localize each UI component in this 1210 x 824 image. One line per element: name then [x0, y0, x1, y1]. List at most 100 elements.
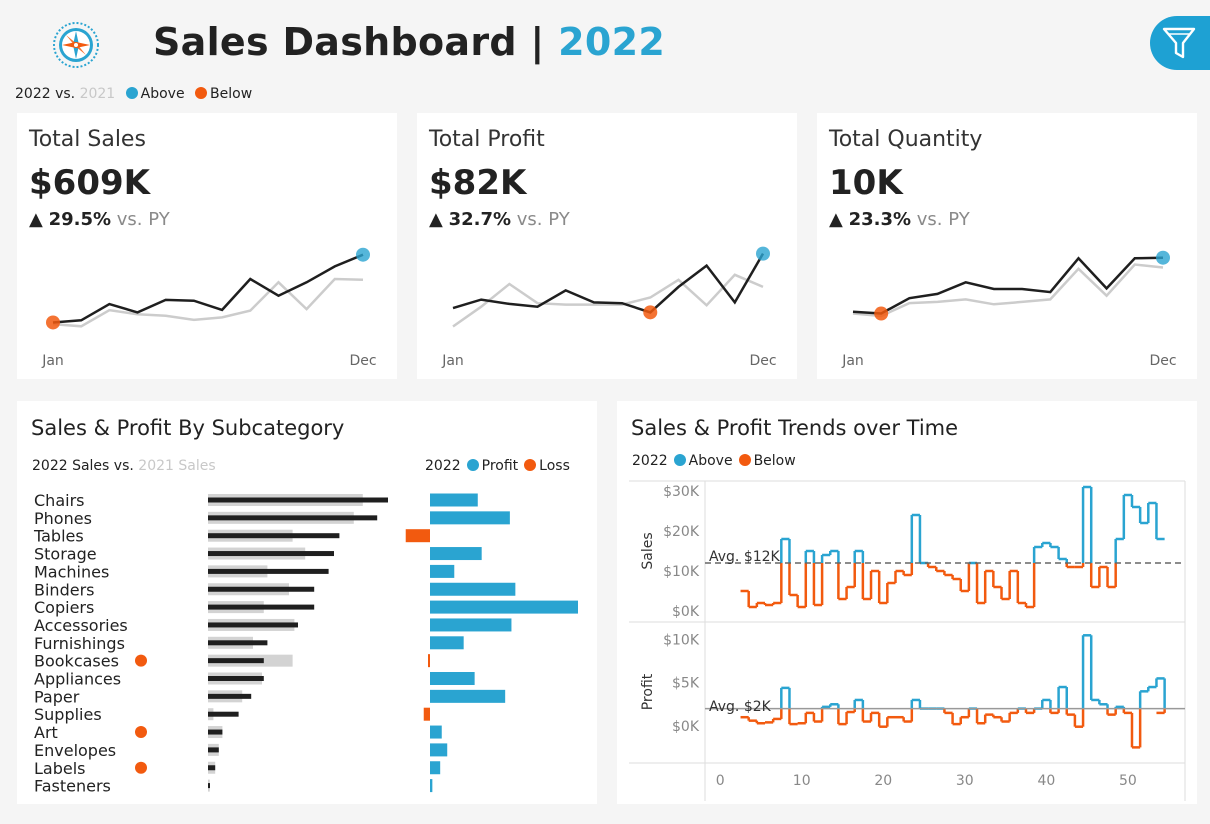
- legend-prev-sales: 2021 Sales: [138, 458, 216, 474]
- legend-above: Above: [140, 86, 185, 102]
- min-point: [874, 306, 889, 321]
- x-tick: 30: [956, 773, 974, 789]
- legend-current: 2022 vs.: [15, 86, 76, 102]
- loss-bar: [405, 529, 430, 543]
- kpi-delta: ▲ 29.5% vs. PY: [29, 209, 170, 230]
- sales-legend: 2022 Sales vs. 2021 Sales: [32, 458, 216, 474]
- subcategory-label: Supplies: [34, 705, 102, 724]
- profit-bar: [430, 547, 482, 561]
- page-title: Sales Dashboard | 2022: [153, 20, 665, 64]
- subcategory-label: Paper: [34, 687, 80, 706]
- kpi-delta-vs: vs. PY: [116, 209, 170, 230]
- subcategory-label: Tables: [33, 527, 84, 546]
- profit-y-tick: $10K: [663, 633, 700, 649]
- sales-y-tick: $30K: [663, 484, 700, 500]
- panel-title: Sales & Profit Trends over Time: [631, 416, 959, 440]
- trends-panel: Sales & Profit Trends over Time 2022 Abov…: [617, 401, 1197, 804]
- kpi-card-profit: Total Profit $82K ▲ 32.7% vs. PY Jan Dec: [417, 113, 797, 379]
- kpi-label: Total Sales: [29, 127, 146, 152]
- profit-bar: [430, 779, 433, 793]
- below-py-dot: [135, 726, 147, 739]
- current-sales-bar: [208, 658, 264, 664]
- kpi-delta-value: 32.7%: [448, 209, 512, 230]
- profit-legend: 2022 Profit Loss: [425, 458, 570, 474]
- current-year-line: [452, 252, 765, 314]
- current-sales-bar: [208, 586, 315, 592]
- profit-bar: [430, 618, 512, 632]
- current-sales-bar: [208, 551, 334, 557]
- legend-previous: 2021: [79, 86, 116, 102]
- kpi-delta-value: 29.5%: [48, 209, 112, 230]
- current-sales-bar: [208, 676, 264, 681]
- kpi-value: 10K: [829, 163, 903, 203]
- profit-bar: [430, 672, 475, 685]
- sales-axis-title: Sales: [640, 532, 656, 569]
- subcategory-label: Furnishings: [34, 634, 125, 653]
- panel-title: Sales & Profit By Subcategory: [31, 416, 345, 440]
- current-sales-bar: [208, 515, 378, 521]
- header-legend: 2022 vs. 2021 Above Below: [15, 86, 252, 102]
- previous-year-line: [52, 277, 364, 328]
- trends-chart: Sales Profit $0K $10K $20K $30K Avg. $12K $0K $5…: [629, 480, 1186, 801]
- current-year-line: [52, 253, 364, 324]
- kpi-value: $82K: [429, 163, 527, 203]
- kpi-value: $609K: [29, 163, 150, 203]
- subcategory-label: Machines: [34, 562, 109, 581]
- profit-sparkline: Jan Dec: [441, 246, 777, 369]
- below-py-dot: [135, 654, 147, 667]
- legend-below: Below: [753, 453, 796, 469]
- x-label-start: Jan: [441, 353, 464, 369]
- subcategory-label: Appliances: [34, 670, 121, 689]
- current-sales-bar: [208, 747, 219, 753]
- subcategory-label: Labels: [34, 759, 86, 778]
- x-tick: 40: [1037, 773, 1055, 789]
- profit-bar: [430, 725, 442, 739]
- filter-button[interactable]: [1150, 16, 1210, 70]
- profit-axis-title: Profit: [640, 673, 656, 710]
- legend-profit-year: 2022: [425, 458, 461, 474]
- subcategory-chart: ChairsPhonesTablesStorageMachinesBinders…: [33, 491, 578, 796]
- title-year: 2022: [558, 20, 666, 64]
- x-label-start: Jan: [41, 353, 64, 369]
- kpi-label: Total Quantity: [829, 127, 983, 152]
- previous-year-line: [452, 273, 764, 328]
- x-label-end: Dec: [349, 353, 376, 369]
- subcategory-label: Binders: [34, 580, 94, 599]
- current-year-line: [852, 256, 1164, 315]
- profit-bar: [430, 761, 441, 775]
- current-sales-bar: [208, 765, 216, 771]
- profit-bar: [430, 582, 516, 596]
- subcategory-label: Envelopes: [34, 741, 116, 760]
- profit-bar: [430, 493, 478, 507]
- kpi-card-sales: Total Sales $609K ▲ 29.5% vs. PY Jan Dec: [17, 113, 397, 379]
- profit-y-tick: $0K: [672, 719, 700, 735]
- min-point: [643, 305, 658, 320]
- legend-loss: Loss: [539, 458, 570, 474]
- legend-above: Above: [688, 453, 733, 469]
- x-label-end: Dec: [1149, 353, 1176, 369]
- subcategory-label: Fasteners: [34, 777, 111, 796]
- kpi-delta-vs: vs. PY: [916, 209, 970, 230]
- current-sales-bar: [208, 693, 252, 699]
- max-point: [756, 246, 770, 261]
- kpi-label: Total Profit: [429, 127, 545, 152]
- current-sales-bar: [208, 622, 298, 628]
- min-point: [46, 315, 60, 330]
- kpi-delta: ▲ 32.7% vs. PY: [429, 209, 570, 230]
- profit-bar: [430, 636, 464, 650]
- kpi-card-quantity: Total Quantity 10K ▲ 23.3% vs. PY Jan Dec: [817, 113, 1197, 379]
- subcategory-label: Chairs: [34, 491, 84, 510]
- sales-sparkline: Jan Dec: [41, 247, 377, 369]
- legend-current-sales: 2022 Sales vs.: [32, 458, 134, 474]
- subcategory-label: Phones: [34, 509, 92, 528]
- max-point: [356, 247, 370, 262]
- loss-bar: [423, 707, 430, 721]
- legend-year: 2022: [632, 453, 668, 469]
- current-sales-bar: [208, 568, 329, 574]
- sales-y-tick: $0K: [672, 604, 700, 620]
- filter-icon: [1162, 27, 1196, 59]
- profit-bar: [430, 511, 510, 525]
- x-tick: 20: [874, 773, 892, 789]
- current-sales-bar: [208, 604, 315, 610]
- below-py-dot: [135, 761, 147, 774]
